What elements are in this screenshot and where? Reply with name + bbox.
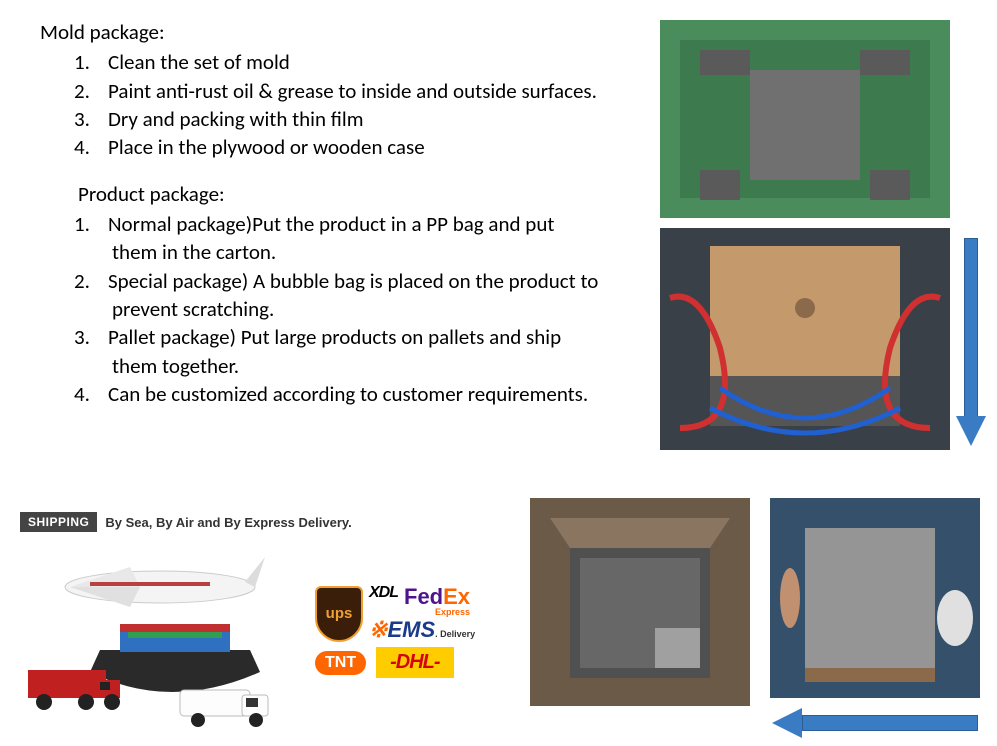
image-mold-hoses <box>660 228 950 450</box>
product-package-list: 1.Normal package)Put the product in a PP… <box>40 210 600 408</box>
list-item-text: Clean the set of mold <box>108 49 290 75</box>
list-item-text: Normal package)Put the product in a PP b… <box>108 211 554 265</box>
arrow-down-icon <box>958 238 984 450</box>
list-item-text: Paint anti-rust oil & grease to inside a… <box>108 78 597 104</box>
image-wooden-crate <box>530 498 750 706</box>
list-item: 1.Normal package)Put the product in a PP… <box>40 210 600 267</box>
mold-package-heading: Mold package: <box>40 18 600 46</box>
carrier-logos: ups XDL FedExExpress ※EMS. Delivery TNT … <box>315 582 510 680</box>
packaging-text: Mold package: 1.Clean the set of mold 2.… <box>40 18 600 408</box>
list-item-text: Special package) A bubble bag is placed … <box>108 268 598 322</box>
list-item: 1.Clean the set of mold <box>40 48 600 76</box>
transport-art-icon <box>20 542 320 732</box>
image-pallet-wrap <box>770 498 980 698</box>
logo-xdl: XDL <box>369 584 398 602</box>
shipping-section: SHIPPING By Sea, By Air and By Express D… <box>20 512 520 732</box>
list-item-text: Pallet package) Put large products on pa… <box>108 324 561 378</box>
list-item-text: Can be customized according to customer … <box>108 381 588 407</box>
logo-ems: ※EMS. Delivery <box>369 617 475 643</box>
logo-ups: ups <box>315 586 363 642</box>
list-item: 3.Pallet package) Put large products on … <box>40 323 600 380</box>
list-item: 2.Special package) A bubble bag is place… <box>40 267 600 324</box>
mold-package-list: 1.Clean the set of mold 2.Paint anti-rus… <box>40 48 600 161</box>
shipping-badge: SHIPPING <box>20 512 97 532</box>
shipping-header: SHIPPING By Sea, By Air and By Express D… <box>20 512 520 532</box>
list-item: 4.Place in the plywood or wooden case <box>40 133 600 161</box>
image-mold-green <box>660 20 950 218</box>
shipping-methods-text: By Sea, By Air and By Express Delivery. <box>105 515 351 530</box>
list-item: 3.Dry and packing with thin film <box>40 105 600 133</box>
logo-dhl: -DHL- <box>376 647 453 678</box>
list-item: 2.Paint anti-rust oil & grease to inside… <box>40 77 600 105</box>
logo-fedex: FedExExpress <box>404 584 470 615</box>
list-item-text: Dry and packing with thin film <box>108 106 364 132</box>
logo-tnt: TNT <box>315 651 366 675</box>
arrow-left-icon <box>772 708 978 738</box>
list-item: 4.Can be customized according to custome… <box>40 380 600 408</box>
shipping-visual: ups XDL FedExExpress ※EMS. Delivery TNT … <box>20 542 510 732</box>
product-package-heading: Product package: <box>78 180 600 208</box>
list-item-text: Place in the plywood or wooden case <box>108 134 425 160</box>
